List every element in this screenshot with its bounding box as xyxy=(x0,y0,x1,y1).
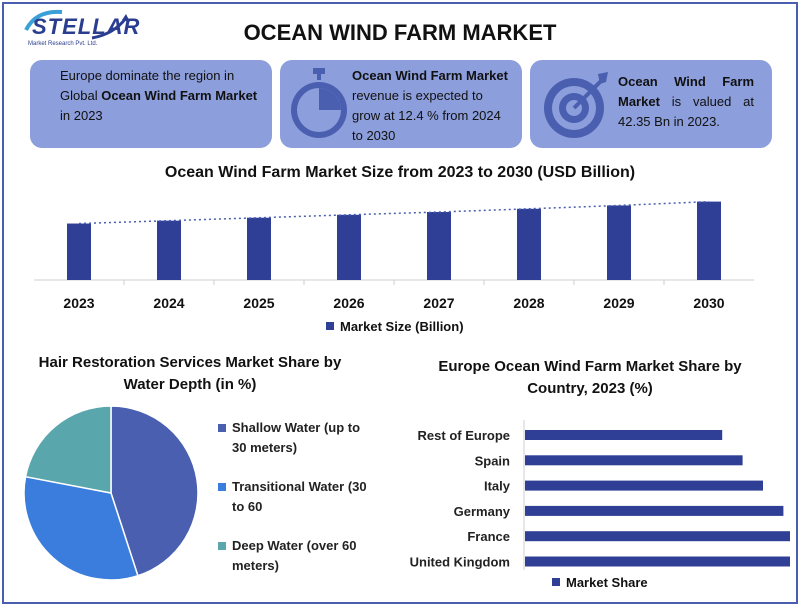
info-card-growth: Ocean Wind Farm Market revenue is expect… xyxy=(280,60,522,148)
pie-legend-item-transitional: Transitional Water (30 to 60 xyxy=(218,477,368,517)
stopwatch-icon xyxy=(291,68,347,138)
y-tick-label: France xyxy=(467,529,510,544)
bar-2027 xyxy=(427,212,451,280)
pie-slice-0 xyxy=(110,405,199,577)
hbar-france xyxy=(525,531,790,542)
x-tick-label: 2030 xyxy=(693,295,724,311)
x-tick-label: 2025 xyxy=(243,295,274,311)
bar-2028 xyxy=(517,208,541,280)
y-tick-label: United Kingdom xyxy=(410,555,510,570)
x-tick-label: 2026 xyxy=(333,295,364,311)
card-bold-text: Ocean Wind Farm Market xyxy=(352,68,508,83)
bar-2023 xyxy=(67,223,91,280)
hbar-spain xyxy=(525,455,743,466)
x-tick-label: 2023 xyxy=(63,295,94,311)
bar-2030 xyxy=(697,201,721,280)
bar-2024 xyxy=(157,220,181,280)
card-text: Europe dominate the region in Global xyxy=(60,68,235,103)
card-text: revenue is expected to grow at 12.4 % fr… xyxy=(352,88,501,143)
water-depth-pie-chart xyxy=(23,405,199,581)
target-icon xyxy=(544,72,608,138)
card-text: in 2023 xyxy=(60,108,103,123)
legend-label: Shallow Water (up to 30 meters) xyxy=(232,420,361,455)
logo-subtitle: Market Research Pvt. Ltd. xyxy=(28,41,98,47)
legend-swatch xyxy=(326,322,334,330)
stellar-logo: STELLAR Market Research Pvt. Ltd. xyxy=(22,8,139,54)
legend-swatch xyxy=(218,483,226,491)
bar-2026 xyxy=(337,214,361,280)
logo-swoosh-icon xyxy=(24,9,130,40)
legend-label: Market Size (Billion) xyxy=(340,319,464,334)
logo-wordmark: STELLAR xyxy=(32,14,141,39)
pie-slice-1 xyxy=(23,475,139,581)
hbar-germany xyxy=(525,505,784,516)
bar-2025 xyxy=(247,217,271,280)
legend-swatch xyxy=(218,542,226,550)
y-tick-label: Spain xyxy=(475,453,510,468)
pie-chart-title: Hair Restoration Services Market Share b… xyxy=(38,354,342,393)
x-tick-label: 2027 xyxy=(423,295,454,311)
pie-legend-item-shallow: Shallow Water (up to 30 meters) xyxy=(218,418,368,458)
legend-swatch xyxy=(218,424,226,432)
card-text: is valued at 42.35 Bn in 2023. xyxy=(618,94,754,129)
y-tick-label: Germany xyxy=(454,504,511,519)
info-card-region: Europe dominate the region in Global Oce… xyxy=(30,60,272,148)
bar-2029 xyxy=(607,205,631,280)
x-tick-label: 2024 xyxy=(153,295,184,311)
trend-line xyxy=(78,200,710,225)
market-size-bar-chart: 2023 2024 2025 2026 2027 2028 2029 2030 Market S… xyxy=(34,200,754,334)
hbar-rest-of-europe xyxy=(525,430,723,440)
card-bold-text: Ocean Wind Farm Market xyxy=(618,74,754,109)
info-card-value: Ocean Wind Farm Market is valued at 42.3… xyxy=(530,60,772,148)
legend-swatch xyxy=(552,578,560,586)
page-title: OCEAN WIND FARM MARKET xyxy=(243,20,557,45)
legend-label: Transitional Water (30 to 60 xyxy=(232,479,367,514)
country-chart-title: Europe Ocean Wind Farm Market Share by C… xyxy=(438,358,742,397)
legend-label: Deep Water (over 60 meters) xyxy=(232,538,357,573)
market-size-chart-title: Ocean Wind Farm Market Size from 2023 to… xyxy=(164,164,636,181)
legend-label: Market Share xyxy=(566,575,648,590)
hbar-italy xyxy=(525,480,763,491)
y-tick-label: Rest of Europe xyxy=(418,428,510,443)
card-bold-text: Ocean Wind Farm Market xyxy=(101,88,258,103)
x-tick-label: 2028 xyxy=(513,295,544,311)
x-tick-label: 2029 xyxy=(603,295,634,311)
hbar-united-kingdom xyxy=(525,556,790,567)
pie-slice-2 xyxy=(24,405,112,494)
pie-legend-item-deep: Deep Water (over 60 meters) xyxy=(218,536,368,576)
y-tick-label: Italy xyxy=(484,479,511,494)
country-share-bar-chart: Rest of Europe Spain Italy Germany France Uni… xyxy=(410,420,790,590)
